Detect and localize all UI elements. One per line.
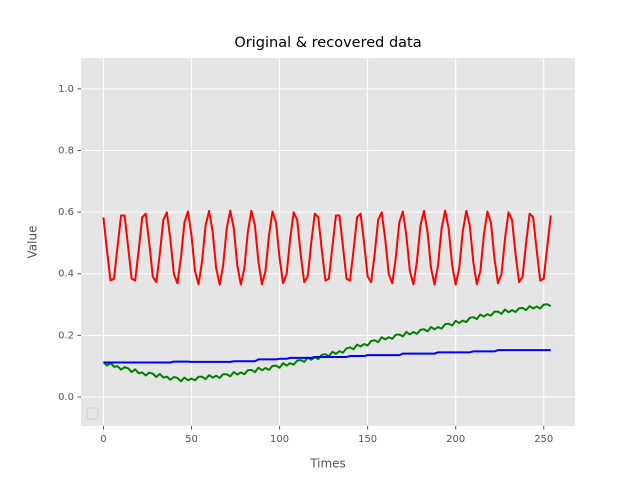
chart-title: Original & recovered data — [234, 35, 421, 51]
x-tick-label: 250 — [534, 434, 553, 445]
y-axis-label: Value — [26, 226, 40, 259]
grid — [81, 58, 575, 426]
x-tick-label: 0 — [100, 434, 106, 445]
plot-area — [81, 58, 575, 426]
y-tick-label: 0.2 — [58, 330, 74, 341]
x-tick-label: 200 — [446, 434, 465, 445]
legend-box — [86, 407, 99, 420]
y-tick-label: 0.0 — [58, 392, 74, 403]
series-line — [102, 209, 552, 286]
y-tick-label: 0.4 — [58, 269, 74, 280]
x-tick-label: 50 — [185, 434, 198, 445]
lines — [102, 209, 552, 383]
y-tick-label: 0.6 — [58, 207, 74, 218]
y-tick-label: 0.8 — [58, 145, 74, 156]
x-tick-label: 100 — [270, 434, 289, 445]
y-tick-label: 1.0 — [58, 84, 74, 95]
series-line — [102, 303, 552, 383]
x-tick-label: 150 — [358, 434, 377, 445]
x-axis-label: Times — [309, 457, 346, 471]
series-line — [103, 349, 551, 364]
